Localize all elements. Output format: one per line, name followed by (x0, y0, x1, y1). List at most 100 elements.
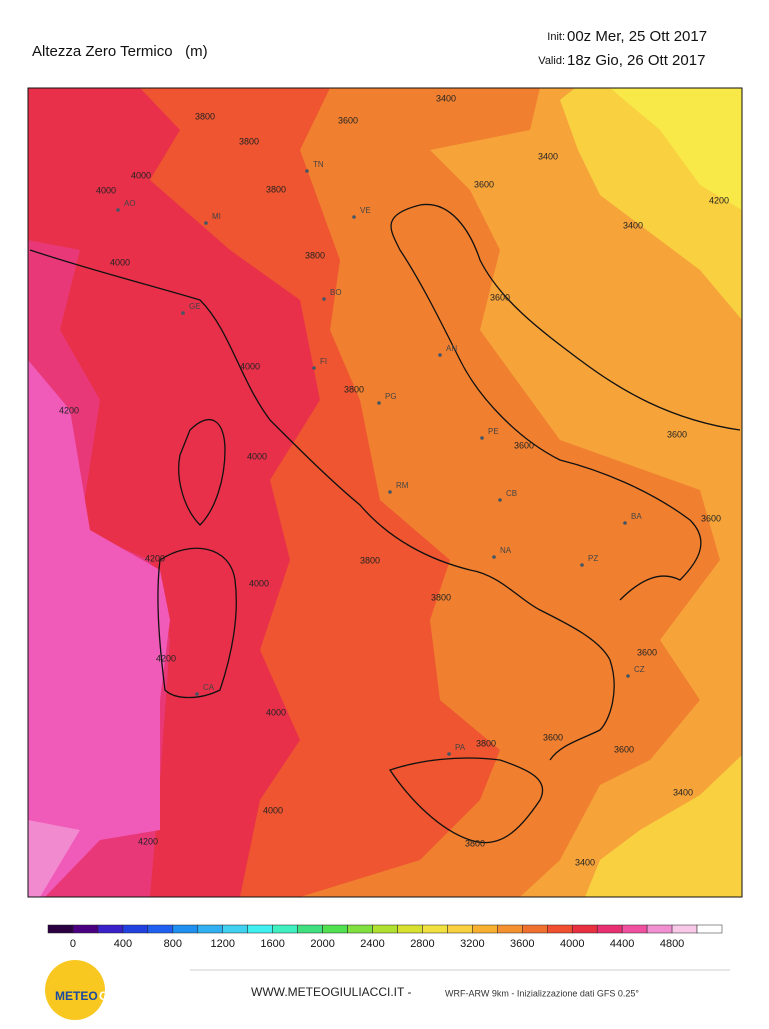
contour-label: 3800 (431, 592, 451, 602)
contour-label: 3800 (195, 111, 215, 121)
contour-label: 4200 (145, 553, 165, 563)
colorbar-swatch (47, 924, 74, 934)
colorbar-swatch (646, 924, 673, 934)
contour-label: 3400 (436, 93, 456, 103)
fill-4400 (28, 360, 170, 897)
city-label: BO (330, 288, 342, 297)
city-label: CB (506, 489, 517, 498)
colorbar-swatch (72, 924, 99, 934)
colorbar-swatch (571, 924, 598, 934)
colorbar: 0 400 800 1200 1600 2000 2400 2800 3200 3600 4000 4… (47, 924, 723, 950)
contour-label: 4200 (156, 653, 176, 663)
site: WWW.METEOGIULIACCI.IT - (251, 985, 411, 999)
city-label: PA (455, 743, 466, 752)
colorbar-swatch (347, 924, 373, 934)
city-label: MI (212, 212, 221, 221)
contour-label: 3800 (360, 555, 380, 565)
logo-sun (45, 960, 105, 1020)
contour-label: 3400 (575, 857, 595, 867)
fill-3200 (585, 755, 742, 897)
contour-label: 3800 (305, 250, 325, 260)
map-labels: 3400 3800 3600 3800 3400 4000 3800 3600 4000 4200… (59, 93, 729, 867)
logo-giuliacci: GIULIACCI (99, 989, 160, 1003)
colorbar-swatch (122, 924, 149, 934)
colorbar-label: 4800 (660, 938, 684, 950)
city-dot (305, 169, 309, 173)
city-label: PE (488, 427, 499, 436)
valid-label: Valid: (538, 55, 565, 67)
city-dot (480, 436, 484, 440)
colorbar-label: 3200 (460, 938, 484, 950)
city-dot (388, 490, 392, 494)
city-dot (195, 692, 199, 696)
colorbar-label: 0 (70, 938, 76, 950)
contour-label: 4000 (247, 451, 267, 461)
city-dot (438, 353, 442, 357)
contour-label: 4000 (110, 257, 130, 267)
city-dot (181, 311, 185, 315)
contour-label: 3600 (637, 647, 657, 657)
coastlines (29, 203, 741, 844)
contour-label: 4200 (59, 405, 79, 415)
colorbar-label: 4000 (560, 938, 584, 950)
map-frame (27, 87, 743, 898)
colorbar-label: 4400 (610, 938, 634, 950)
city-label: NA (500, 546, 512, 555)
colorbar-label: 2400 (360, 938, 384, 950)
contour-label: 4000 (266, 707, 286, 717)
city-label: CA (203, 683, 215, 692)
colorbar-swatch (422, 924, 448, 934)
contour-label: 4000 (249, 578, 269, 588)
colorbar-swatch (297, 924, 323, 934)
init: 00z Mer, 25 Ott 2017 (567, 28, 707, 45)
city-dot (377, 401, 381, 405)
city-label: AN (446, 344, 457, 353)
colorbar-swatch (97, 924, 124, 934)
city-label: AO (124, 199, 136, 208)
model: WRF-ARW 9km - Inizializzazione dati GFS … (445, 988, 639, 998)
contour-label: 3800 (476, 738, 496, 748)
contour-label: 3600 (514, 440, 534, 450)
colorbar-swatch (397, 924, 423, 934)
contour-label: 4200 (709, 195, 729, 205)
init-label: Init: (547, 31, 565, 43)
city-label: TN (313, 160, 324, 169)
city-label: VE (360, 206, 371, 215)
city-dot (116, 208, 120, 212)
city-dot (492, 555, 496, 559)
city-dot (498, 498, 502, 502)
city-dot (204, 221, 208, 225)
colorbar-swatch (322, 924, 348, 934)
city-label: PZ (588, 554, 598, 563)
contour-label: 3600 (614, 744, 634, 754)
contour-label: 3600 (490, 292, 510, 302)
fill-3000 (610, 88, 742, 210)
contour-label: 3400 (623, 220, 643, 230)
colorbar-swatch (472, 924, 498, 934)
colorbar-swatch (497, 924, 523, 934)
colorbar-swatch (197, 924, 223, 934)
contour-label: 3800 (465, 838, 485, 848)
city-label: FI (320, 357, 327, 366)
contour-label: 3600 (667, 429, 687, 439)
contour-label: 3400 (673, 787, 693, 797)
colorbar-swatch (522, 924, 548, 934)
logo-meteo: METEO (55, 989, 98, 1003)
city-dot (623, 521, 627, 525)
colorbar-swatch (596, 924, 623, 934)
contour-label: 4000 (131, 170, 151, 180)
contour-label: 3600 (338, 115, 358, 125)
contour-label: 4000 (96, 185, 116, 195)
colorbar-swatch (247, 924, 273, 934)
city-label: RM (396, 481, 409, 490)
contour-label: 4000 (240, 361, 260, 371)
city-label: PG (385, 392, 397, 401)
map: 3400 3800 3600 3800 3400 4000 3800 3600 4000 4200… (27, 87, 743, 898)
colorbar-swatch (222, 924, 248, 934)
colorbar-swatch (621, 924, 648, 934)
colorbar-label: 800 (164, 938, 182, 950)
colorbar-label: 2800 (410, 938, 434, 950)
colorbar-swatch (671, 924, 698, 934)
city-dot (352, 215, 356, 219)
